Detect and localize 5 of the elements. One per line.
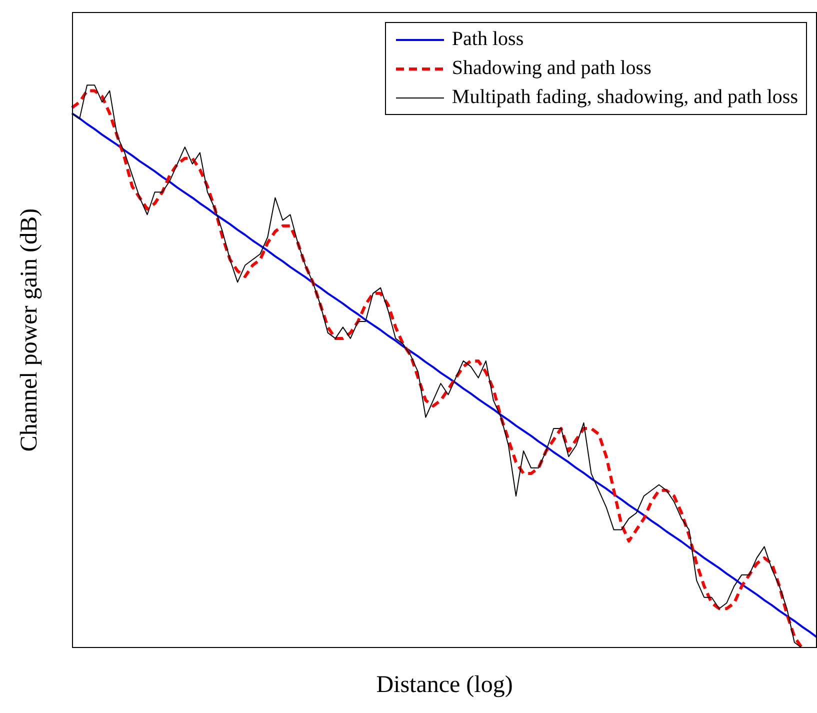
legend-label: Path loss	[452, 27, 524, 52]
legend-label: Multipath fading, shadowing, and path loss	[452, 85, 798, 110]
x-axis-title: Distance (log)	[375, 672, 514, 699]
y-axis-title: Channel power gain (dB)	[16, 208, 44, 452]
legend-label: Shadowing and path loss	[452, 56, 652, 81]
